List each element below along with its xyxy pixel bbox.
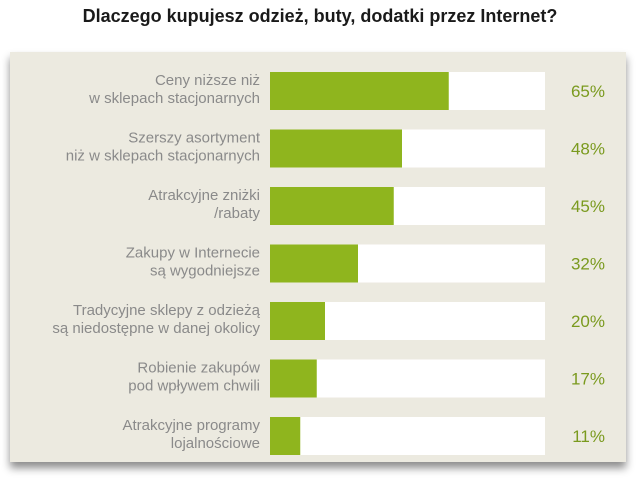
bar (270, 244, 358, 283)
bar (270, 417, 301, 455)
category-label: /rabaty (214, 205, 260, 222)
chart-title: Dlaczego kupujesz odzież, buty, dodatki … (82, 6, 558, 26)
category-label: niż w sklepach stacjonarnych (66, 148, 260, 165)
value-label: 11% (572, 427, 605, 446)
category-label: Atrakcyjne programy (122, 417, 260, 434)
value-label: 17% (571, 370, 605, 389)
bar (270, 72, 449, 110)
category-label: Ceny niższe niż (155, 72, 260, 89)
value-label: 45% (571, 197, 605, 216)
category-label: w sklepach stacjonarnych (88, 90, 260, 107)
category-label: lojalnościowe (171, 435, 260, 452)
bar-track (270, 417, 545, 455)
bar (270, 302, 325, 340)
bar (270, 359, 317, 398)
category-label: są niedostępne w danej okolicy (52, 320, 260, 337)
bar (270, 187, 394, 225)
value-label: 48% (571, 140, 605, 159)
category-label: Atrakcyjne zniżki (148, 187, 260, 204)
value-label: 32% (571, 255, 605, 274)
bar (270, 129, 402, 168)
value-label: 20% (571, 312, 605, 331)
category-label: Tradycyjne sklepy z odzieżą (73, 302, 261, 319)
category-label: pod wpływem chwili (128, 378, 260, 395)
category-label: Szerszy asortyment (128, 130, 261, 147)
category-label: Robienie zakupów (137, 360, 260, 377)
value-label: 65% (571, 82, 605, 101)
category-label: Zakupy w Internecie (126, 245, 260, 262)
category-label: są wygodniejsze (150, 263, 260, 280)
